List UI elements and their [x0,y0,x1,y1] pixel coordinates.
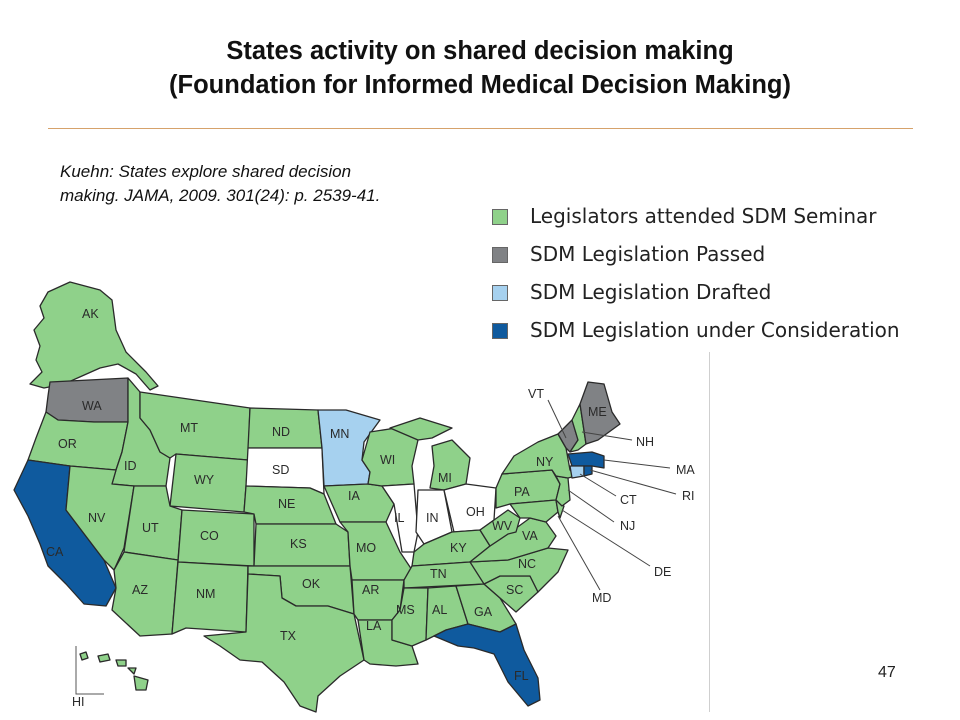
label-ok: OK [302,577,321,591]
label-ga: GA [474,605,493,619]
label-tx: TX [280,629,297,643]
de-callout-line [561,509,651,567]
legend-label-drafted: SDM Legislation Drafted [530,280,772,304]
label-ak: AK [82,307,99,321]
legend-swatch-seminar [492,209,508,225]
label-hi: HI [72,695,85,709]
label-az: AZ [132,583,148,597]
legend-label-passed: SDM Legislation Passed [530,242,766,266]
label-nd: ND [272,425,290,439]
label-mi: MI [438,471,452,485]
state-tx [203,573,365,713]
label-nh: NH [636,435,654,449]
state-nj [555,475,571,507]
label-wi: WI [380,453,395,467]
state-ct [569,465,585,479]
vt-callout-line [547,399,567,439]
map-divider [709,352,710,712]
title-rule [48,128,913,129]
label-il: IL [394,511,404,525]
state-hi-2 [97,653,111,663]
page-number: 47 [878,664,896,681]
legend-item-consideration: SDM Legislation under Consideration [492,314,942,352]
label-nm: NM [196,587,215,601]
label-fl: FL [514,669,529,683]
label-la: LA [366,619,382,633]
label-nj: NJ [620,519,635,533]
hi-bracket [75,646,104,695]
legend-swatch-consideration [492,323,508,339]
label-sc: SC [506,583,523,597]
label-vt: VT [528,387,544,401]
state-hi-5 [133,675,149,691]
label-de: DE [654,565,671,579]
citation: Kuehn: States explore shared decision ma… [60,162,381,205]
slide-title: States activity on shared decision makin… [0,34,960,102]
label-ma: MA [676,463,695,477]
legend-item-drafted: SDM Legislation Drafted [492,276,942,314]
state-ak [29,281,159,391]
legend-label-seminar: Legislators attended SDM Seminar [530,204,877,228]
label-nv: NV [88,511,106,525]
ma-callout-line [603,459,671,469]
label-tn: TN [430,567,447,581]
label-ny: NY [536,455,554,469]
label-ms: MS [396,603,415,617]
label-sd: SD [272,463,289,477]
ri-callout-line [589,469,677,495]
label-wa: WA [82,399,102,413]
label-mt: MT [180,421,198,435]
state-hi-4 [127,667,137,675]
label-ia: IA [348,489,360,503]
legend-label-consideration: SDM Legislation under Consideration [530,318,900,342]
label-va: VA [522,529,538,543]
label-nc: NC [518,557,536,571]
label-pa: PA [514,485,530,499]
nh-callout-line [581,431,633,441]
state-fl [433,623,541,707]
ct-callout-line [579,473,617,497]
legend-item-passed: SDM Legislation Passed [492,238,942,276]
label-md: MD [592,591,611,605]
state-hi-3 [115,659,127,667]
label-mn: MN [330,427,349,441]
legend-item-seminar: Legislators attended SDM Seminar [492,200,942,238]
label-ut: UT [142,521,159,535]
md-callout-line [557,515,601,591]
legend-swatch-drafted [492,285,508,301]
label-ky: KY [450,541,467,555]
label-or: OR [58,437,77,451]
label-ks: KS [290,537,307,551]
label-wv: WV [492,519,513,533]
label-al: AL [432,603,447,617]
label-ne: NE [278,497,295,511]
state-ny [501,433,577,479]
label-co: CO [200,529,219,543]
legend: Legislators attended SDM Seminar SDM Leg… [492,200,942,352]
state-me [579,381,621,445]
label-oh: OH [466,505,485,519]
label-ri: RI [682,489,695,503]
label-me: ME [588,405,607,419]
title-line-1: States activity on shared decision makin… [226,37,734,65]
label-in: IN [426,511,439,525]
label-mo: MO [356,541,376,555]
label-ca: CA [46,545,64,559]
nj-callout-line [567,489,615,523]
label-ar: AR [362,583,379,597]
state-wv [479,509,521,547]
label-wy: WY [194,473,215,487]
legend-swatch-passed [492,247,508,263]
state-ri [583,465,593,477]
title-line-2: (Foundation for Informed Medical Decisio… [169,71,791,99]
state-mi-upper [389,417,453,441]
label-id: ID [124,459,137,473]
label-ct: CT [620,493,637,507]
state-nm [171,561,249,635]
state-hi-1 [79,651,89,661]
